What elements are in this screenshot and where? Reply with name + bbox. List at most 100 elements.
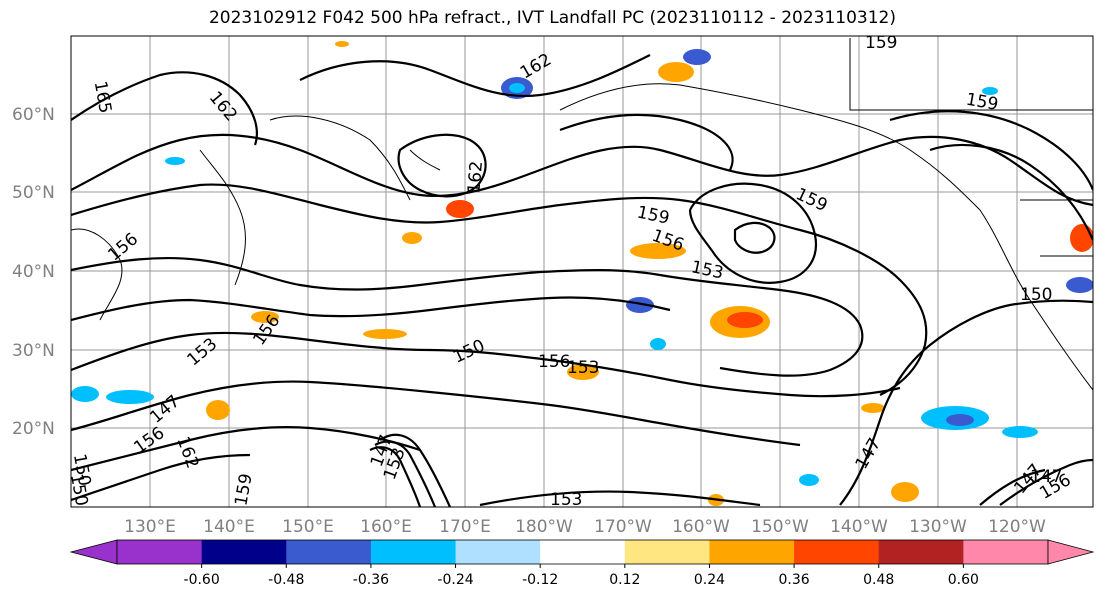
colorbar-segment: [117, 540, 203, 564]
colorbar-tick-label: 0.36: [779, 572, 810, 588]
colorbar-segment: [540, 540, 626, 564]
contour-line: [71, 426, 421, 472]
lon-label: 170°E: [439, 517, 491, 537]
height-contours: [71, 54, 1093, 507]
negative-anomaly-patch: [106, 390, 154, 404]
positive-anomaly-patch: [630, 243, 686, 259]
negative-anomaly-patch: [1066, 277, 1093, 293]
positive-anomaly-patch: [206, 400, 230, 420]
negative-anomaly-patch: [71, 386, 99, 402]
contour-line: [71, 71, 258, 146]
contour-label: 153: [550, 490, 582, 510]
contour-line: [379, 433, 452, 507]
contour-line: [688, 182, 818, 284]
negative-anomaly-patch: [626, 297, 654, 313]
contour-line: [369, 446, 422, 507]
lat-label: 40°N: [12, 262, 55, 282]
contour-line: [71, 256, 661, 291]
positive-anomaly-patch: [402, 232, 422, 244]
colorbar-segment: [201, 540, 287, 564]
contour-line: [71, 183, 681, 224]
longitude-labels: 130°E 140°E 150°E 160°E 170°E 180°W 170°…: [124, 517, 1046, 537]
lat-label: 30°N: [12, 341, 55, 361]
negative-anomaly-patch: [650, 338, 666, 350]
contour-line: [839, 299, 1093, 506]
contour-line: [999, 458, 1093, 506]
lon-label: 140°W: [830, 517, 888, 537]
contour-line: [71, 133, 1093, 207]
contour-line: [889, 110, 1093, 191]
lat-label: 50°N: [12, 183, 55, 203]
contour-label: 156: [538, 352, 570, 372]
contour-line: [929, 143, 1093, 241]
contour-labels: 165 162 162 162 159 159 159 159 159 156 …: [66, 33, 1074, 510]
contour-label: 150: [69, 452, 94, 487]
colorbar-tick-label: 0.48: [863, 572, 894, 588]
contour-line: [299, 54, 651, 97]
negative-anomaly-patch: [509, 83, 525, 93]
colorbar-tick-label: -0.36: [353, 572, 389, 588]
lat-label: 60°N: [12, 105, 55, 125]
negative-anomaly-patch: [1002, 426, 1038, 438]
contour-line: [659, 273, 864, 377]
positive-anomaly-patch: [658, 62, 694, 82]
contour-line: [479, 490, 761, 507]
positive-anomaly-patch: [891, 482, 919, 502]
contour-line: [71, 296, 671, 322]
negative-anomaly-patch: [683, 49, 711, 65]
negative-anomaly-patch: [982, 87, 998, 95]
contour-label: 159: [865, 33, 897, 53]
lon-label: 160°E: [360, 517, 412, 537]
contour-line: [71, 331, 901, 398]
contour-line: [679, 198, 928, 396]
lon-label: 130°W: [909, 517, 967, 537]
map-title: 2023102912 F042 500 hPa refract., IVT La…: [208, 8, 896, 28]
colorbar-tick-label: -0.60: [184, 572, 220, 588]
colorbar-tick-label: -0.12: [522, 572, 558, 588]
lon-label: 150°E: [282, 517, 334, 537]
contour-line: [979, 468, 1046, 506]
lon-label: 160°W: [672, 517, 730, 537]
lon-label: 150°W: [751, 517, 809, 537]
positive-anomaly-patch: [446, 200, 474, 218]
negative-anomaly-patch: [946, 414, 974, 426]
positive-anomaly-patch: [567, 364, 599, 380]
colorbar-tick-label: 0.12: [609, 572, 640, 588]
colorbar-tick-label: -0.24: [437, 572, 473, 588]
colorbar-tick-label: 0.60: [948, 572, 979, 588]
colorbar-segment: [455, 540, 541, 564]
colorbar-high-extension: [1047, 539, 1095, 565]
positive-anomaly-patch: [861, 403, 885, 413]
lon-label: 180°W: [515, 517, 573, 537]
positive-anomaly-patch: [251, 311, 279, 323]
ivt-shading: [71, 41, 1093, 506]
colorbar-segment: [370, 540, 457, 564]
negative-anomaly-patch: [165, 157, 185, 165]
contour-label: 147: [1030, 467, 1062, 487]
contour-line: [397, 133, 487, 198]
contour-line: [733, 221, 776, 254]
colorbar-segment: [709, 540, 795, 564]
contour-line: [71, 453, 251, 502]
positive-anomaly-patch: [335, 41, 349, 47]
colorbar: -0.60 -0.48 -0.36 -0.24 -0.12 0.12 0.24 0.36 0.4…: [69, 539, 1095, 588]
colorbar-segment: [286, 540, 372, 564]
contour-line: [71, 380, 801, 447]
colorbar-segment: [963, 540, 1049, 564]
lon-label: 120°W: [988, 517, 1046, 537]
lon-label: 170°W: [594, 517, 652, 537]
contour-label: 150: [66, 472, 91, 507]
colorbar-tick-label: -0.48: [268, 572, 304, 588]
negative-anomaly-patch: [799, 474, 819, 486]
contour-label: 150: [1020, 285, 1052, 305]
contour-label: 153: [567, 358, 599, 378]
map-frame: [70, 35, 1094, 508]
colorbar-tick-label: 0.24: [694, 572, 725, 588]
positive-anomaly-patch: [363, 329, 407, 339]
positive-anomaly-patch: [1070, 224, 1093, 252]
lon-label: 140°E: [203, 517, 255, 537]
colorbar-segment: [794, 540, 880, 564]
contour-line: [374, 440, 437, 507]
colorbar-segment: [878, 540, 964, 564]
